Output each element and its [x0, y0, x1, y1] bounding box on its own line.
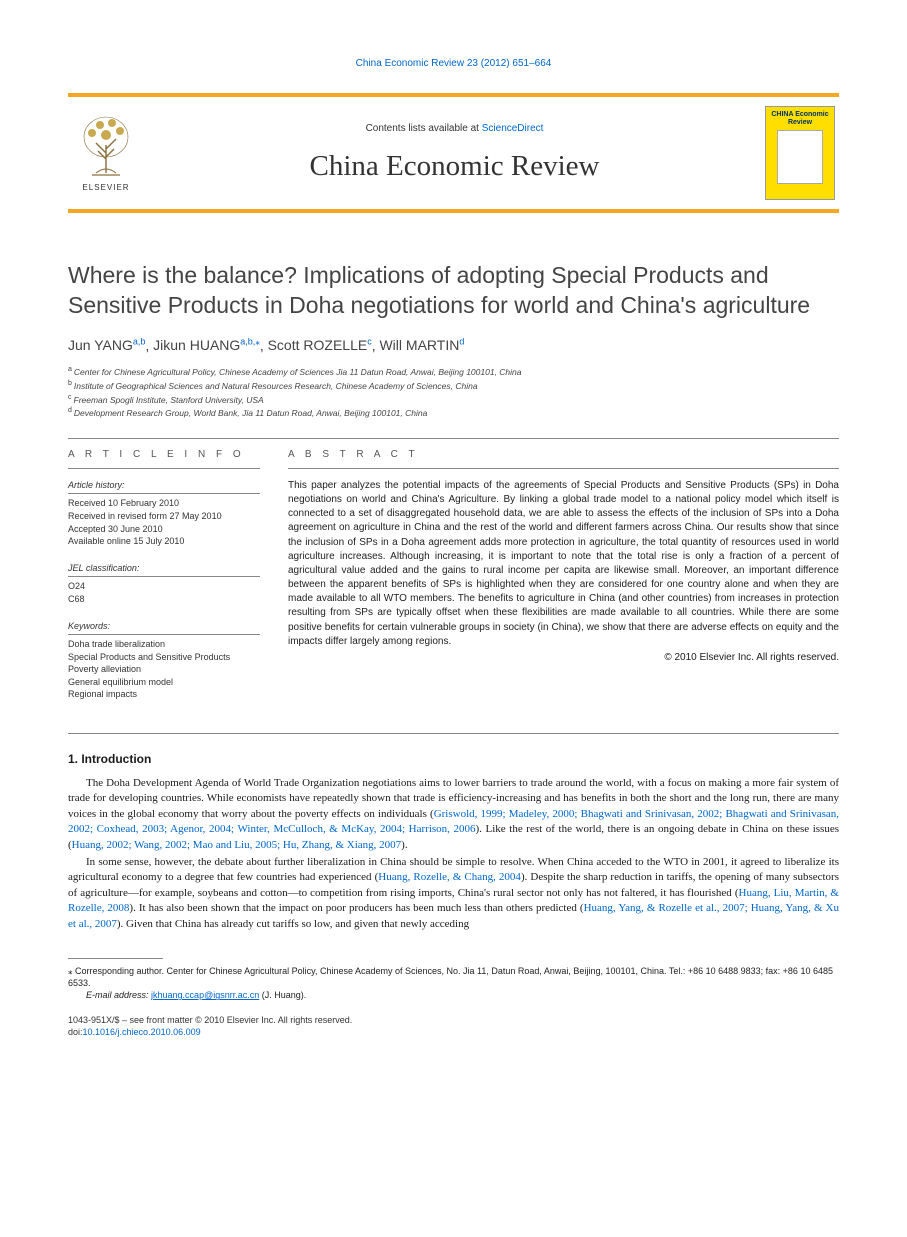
author: Will MARTINd: [379, 337, 464, 353]
keyword: Doha trade liberalization: [68, 638, 260, 651]
keyword: Special Products and Sensitive Products: [68, 651, 260, 664]
affiliation-list: aCenter for Chinese Agricultural Policy,…: [68, 365, 839, 419]
author: Jikun HUANGa,b,⁎: [153, 337, 260, 353]
elsevier-tree-icon: [78, 115, 134, 181]
keyword: Regional impacts: [68, 688, 260, 701]
keyword: General equilibrium model: [68, 676, 260, 689]
copyright-line: © 2010 Elsevier Inc. All rights reserved…: [288, 652, 839, 663]
citation-link[interactable]: Huang, 2002; Wang, 2002; Mao and Liu, 20…: [72, 839, 401, 851]
history-online: Available online 15 July 2010: [68, 535, 260, 548]
jel-head: JEL classification:: [68, 562, 260, 578]
doi-link[interactable]: 10.1016/j.chieco.2010.06.009: [83, 1027, 201, 1037]
footer-meta: 1043-951X/$ – see front matter © 2010 El…: [68, 1015, 839, 1038]
affiliation: aCenter for Chinese Agricultural Policy,…: [68, 365, 839, 379]
jel-code: C68: [68, 593, 260, 606]
running-head: China Economic Review 23 (2012) 651–664: [68, 58, 839, 69]
article-title: Where is the balance? Implications of ad…: [68, 261, 839, 321]
journal-cover-thumbnail: CHINA Economic Review: [765, 106, 835, 200]
corresponding-author-footnote: ⁎ Corresponding author. Center for Chine…: [68, 965, 839, 989]
email-link[interactable]: jkhuang.ccap@igsnrr.ac.cn: [151, 990, 259, 1000]
affiliation: bInstitute of Geographical Sciences and …: [68, 379, 839, 393]
keywords-block: Keywords: Doha trade liberalization Spec…: [68, 620, 260, 702]
issn-line: 1043-951X/$ – see front matter © 2010 El…: [68, 1015, 839, 1027]
affiliation: dDevelopment Research Group, World Bank,…: [68, 406, 839, 420]
history-revised: Received in revised form 27 May 2010: [68, 510, 260, 523]
email-footnote: E-mail address: jkhuang.ccap@igsnrr.ac.c…: [68, 989, 839, 1001]
keyword: Poverty alleviation: [68, 663, 260, 676]
section-heading: 1. Introduction: [68, 752, 839, 766]
publisher-label: ELSEVIER: [82, 183, 129, 192]
footnote-rule: [68, 958, 163, 959]
journal-name: China Economic Review: [310, 150, 600, 183]
elsevier-logo: ELSEVIER: [68, 97, 144, 209]
corresponding-star-icon: ⁎: [255, 337, 260, 347]
sciencedirect-link[interactable]: ScienceDirect: [482, 123, 544, 134]
jel-block: JEL classification: O24 C68: [68, 562, 260, 606]
history-accepted: Accepted 30 June 2010: [68, 523, 260, 536]
history-head: Article history:: [68, 479, 260, 495]
author: Scott ROZELLEc: [268, 337, 372, 353]
cover-image-placeholder: [777, 130, 823, 184]
email-label: E-mail address:: [86, 990, 151, 1000]
article-history: Article history: Received 10 February 20…: [68, 479, 260, 548]
body-paragraph: In some sense, however, the debate about…: [68, 855, 839, 932]
contents-prefix: Contents lists available at: [366, 123, 482, 134]
divider: [68, 438, 839, 439]
journal-masthead: ELSEVIER Contents lists available at Sci…: [68, 93, 839, 213]
keywords-head: Keywords:: [68, 620, 260, 636]
contents-available-line: Contents lists available at ScienceDirec…: [366, 123, 544, 134]
author-list: Jun YANGa,b, Jikun HUANGa,b,⁎, Scott ROZ…: [68, 337, 839, 354]
author: Jun YANGa,b: [68, 337, 145, 353]
history-received: Received 10 February 2010: [68, 497, 260, 510]
citation-link[interactable]: Huang, Rozelle, & Chang, 2004: [378, 871, 521, 883]
divider: [68, 733, 839, 734]
affiliation: cFreeman Spogli Institute, Stanford Univ…: [68, 393, 839, 407]
article-info-label: A R T I C L E I N F O: [68, 449, 260, 460]
body-paragraph: The Doha Development Agenda of World Tra…: [68, 776, 839, 853]
abstract-text: This paper analyzes the potential impact…: [288, 479, 839, 649]
cover-title: CHINA Economic Review: [770, 111, 830, 126]
doi-label: doi:: [68, 1027, 83, 1037]
jel-code: O24: [68, 580, 260, 593]
divider: [288, 468, 839, 469]
abstract-label: A B S T R A C T: [288, 449, 839, 460]
divider: [68, 468, 260, 469]
